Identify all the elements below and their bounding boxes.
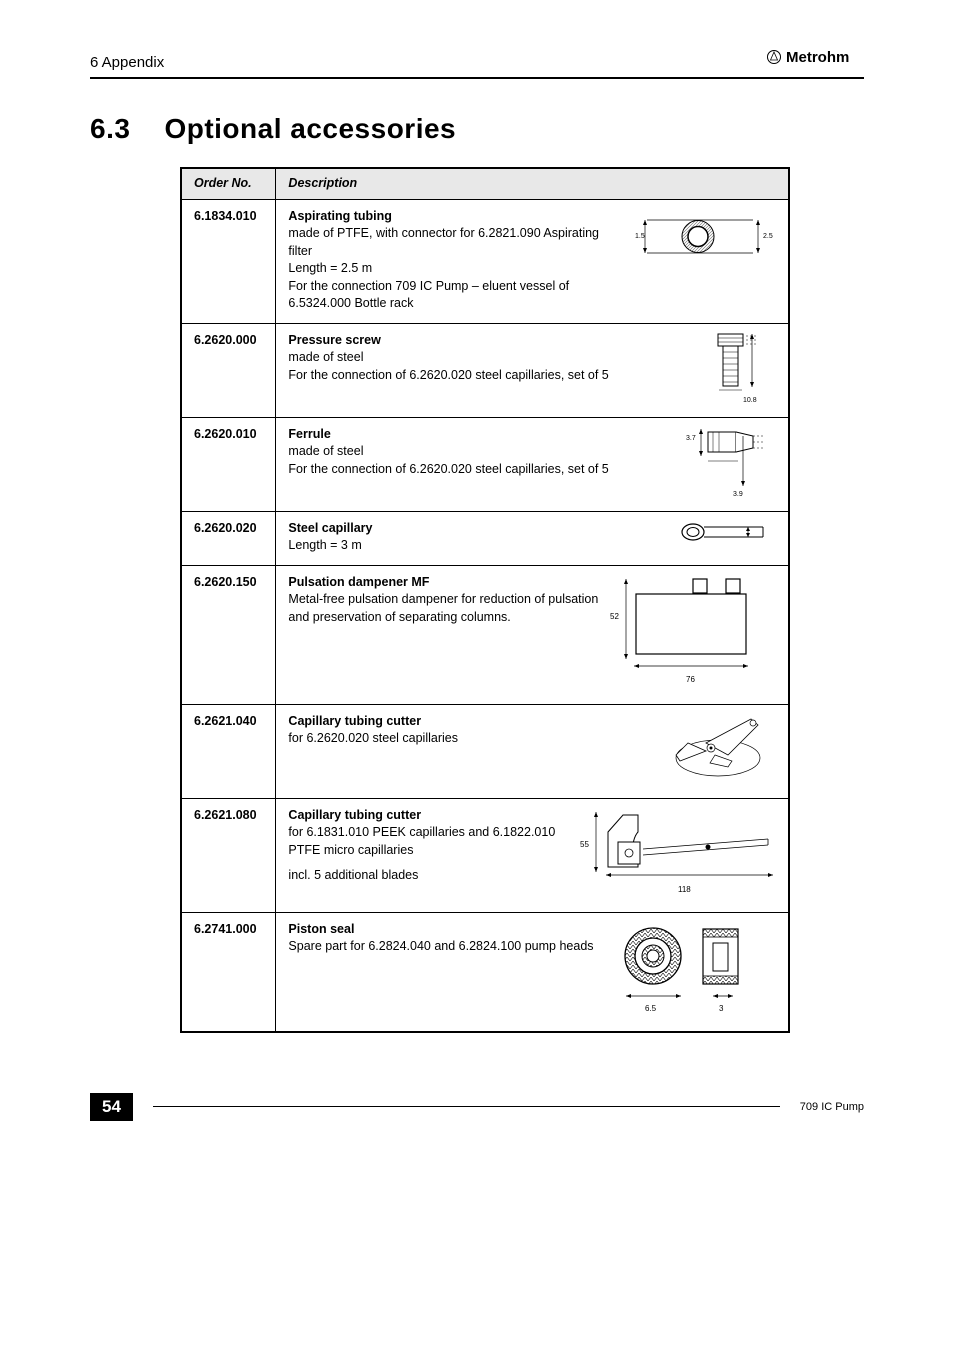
dim-label: 118 bbox=[678, 885, 691, 894]
desc-text: Capillary tubing cutter for 6.1831.010 P… bbox=[288, 807, 570, 902]
desc-text: Pressure screw made of steel For the con… bbox=[288, 332, 700, 407]
page-number: 54 bbox=[90, 1093, 133, 1121]
desc-text: Capillary tubing cutter for 6.2620.020 s… bbox=[288, 713, 650, 788]
order-no: 6.2620.000 bbox=[181, 323, 276, 417]
dim-label: 6.5 bbox=[645, 1004, 657, 1013]
desc-text: Ferrule made of steel For the connection… bbox=[288, 426, 675, 501]
desc-text: Pulsation dampener MF Metal-free pulsati… bbox=[288, 574, 600, 694]
table-row: 6.2621.040 Capillary tubing cutter for 6… bbox=[181, 704, 789, 798]
item-line: made of steel bbox=[288, 444, 363, 458]
table-row: 6.2620.000 Pressure screw made of steel … bbox=[181, 323, 789, 417]
dim-label: 2.5 bbox=[763, 233, 773, 240]
accessories-table: Order No. Description 6.1834.010 Aspirat… bbox=[180, 167, 790, 1033]
section-heading: 6.3 Optional accessories bbox=[90, 113, 864, 145]
order-no: 6.1834.010 bbox=[181, 199, 276, 323]
table-row: 6.2620.010 Ferrule made of steel For the… bbox=[181, 417, 789, 511]
item-title: Ferrule bbox=[288, 427, 330, 441]
section-number: 6.3 bbox=[90, 113, 130, 145]
item-title: Aspirating tubing bbox=[288, 209, 391, 223]
footer-doc-title: 709 IC Pump bbox=[800, 1101, 864, 1113]
item-title: Capillary tubing cutter bbox=[288, 714, 421, 728]
desc-text: Aspirating tubing made of PTFE, with con… bbox=[288, 208, 625, 313]
item-line: for 6.2620.020 steel capillaries bbox=[288, 731, 458, 745]
item-diagram: 10.8 bbox=[708, 332, 778, 407]
item-diagram: 52 76 bbox=[608, 574, 778, 694]
dim-label: 10.8 bbox=[743, 397, 757, 404]
order-no: 6.2620.150 bbox=[181, 565, 276, 704]
item-title: Pressure screw bbox=[288, 333, 380, 347]
dim-label: 1.5 bbox=[635, 233, 645, 240]
item-line: made of PTFE, with connector for 6.2821.… bbox=[288, 226, 599, 258]
item-diagram: 1.5 2.5 bbox=[633, 208, 778, 313]
item-diagram bbox=[658, 713, 778, 788]
item-diagram: 3.7 bbox=[683, 426, 778, 501]
item-title: Capillary tubing cutter bbox=[288, 808, 421, 822]
item-title: Piston seal bbox=[288, 922, 354, 936]
order-no: 6.2741.000 bbox=[181, 912, 276, 1032]
item-line: Metal-free pulsation dampener for reduct… bbox=[288, 592, 598, 624]
table-row: 6.2621.080 Capillary tubing cutter for 6… bbox=[181, 798, 789, 912]
item-line: Length = 3 m bbox=[288, 538, 361, 552]
item-diagram: 55 bbox=[578, 807, 778, 902]
item-title: Steel capillary bbox=[288, 521, 372, 535]
item-line: made of steel bbox=[288, 350, 363, 364]
svg-text:Metrohm: Metrohm bbox=[786, 49, 849, 66]
order-no: 6.2621.080 bbox=[181, 798, 276, 912]
item-line: Spare part for 6.2824.040 and 6.2824.100… bbox=[288, 939, 593, 953]
table-row: 6.1834.010 Aspirating tubing made of PTF… bbox=[181, 199, 789, 323]
order-no: 6.2621.040 bbox=[181, 704, 276, 798]
item-line: For the connection of 6.2620.020 steel c… bbox=[288, 368, 608, 382]
table-row: 6.2620.020 Steel capillary Length = 3 m bbox=[181, 511, 789, 565]
dim-label: 76 bbox=[686, 675, 695, 684]
item-title: Pulsation dampener MF bbox=[288, 575, 429, 589]
order-no: 6.2620.010 bbox=[181, 417, 276, 511]
page-footer: 54 709 IC Pump bbox=[90, 1093, 864, 1121]
header-section-label: 6 Appendix bbox=[90, 54, 164, 71]
desc-text: Piston seal Spare part for 6.2824.040 an… bbox=[288, 921, 610, 1021]
item-line: incl. 5 additional blades bbox=[288, 868, 418, 882]
item-diagram bbox=[678, 520, 778, 555]
col-header-order: Order No. bbox=[181, 168, 276, 199]
item-line: Length = 2.5 m bbox=[288, 261, 372, 275]
item-line: For the connection 709 IC Pump – eluent … bbox=[288, 279, 569, 311]
dim-label: 55 bbox=[580, 840, 589, 849]
table-row: 6.2620.150 Pulsation dampener MF Metal-f… bbox=[181, 565, 789, 704]
table-header-row: Order No. Description bbox=[181, 168, 789, 199]
item-line: For the connection of 6.2620.020 steel c… bbox=[288, 462, 608, 476]
dim-label: 52 bbox=[610, 612, 619, 621]
section-title: Optional accessories bbox=[164, 113, 456, 145]
order-no: 6.2620.020 bbox=[181, 511, 276, 565]
item-diagram: 6.5 3 bbox=[618, 921, 778, 1021]
col-header-desc: Description bbox=[276, 168, 789, 199]
dim-label: 3 bbox=[719, 1004, 724, 1013]
table-row: 6.2741.000 Piston seal Spare part for 6.… bbox=[181, 912, 789, 1032]
item-line: for 6.1831.010 PEEK capillaries and 6.18… bbox=[288, 825, 555, 857]
desc-text: Steel capillary Length = 3 m bbox=[288, 520, 670, 555]
page-header: 6 Appendix Metrohm bbox=[90, 48, 864, 79]
dim-label: 3.9 bbox=[733, 491, 743, 498]
footer-rule bbox=[153, 1106, 780, 1107]
dim-label: 3.7 bbox=[686, 435, 696, 442]
brand-logo: Metrohm bbox=[766, 48, 864, 71]
